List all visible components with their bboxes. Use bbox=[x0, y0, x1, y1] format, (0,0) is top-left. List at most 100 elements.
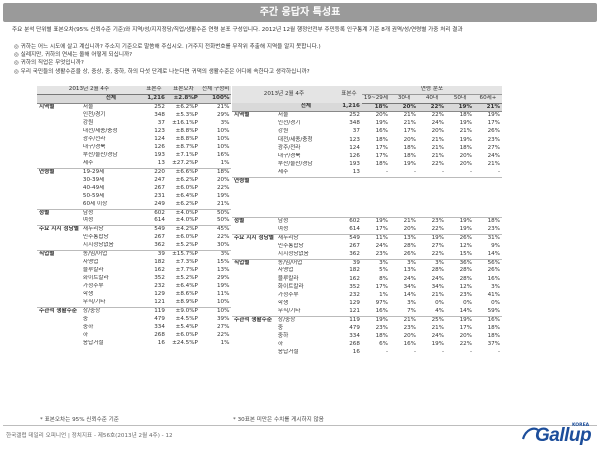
total-label: 전체 bbox=[80, 94, 141, 104]
question-bullet-icon: ◎ bbox=[14, 44, 21, 50]
table-row: 지지정당없음 362 23% 26% 22% 15% 14% bbox=[232, 251, 502, 259]
row-label: 학생 bbox=[82, 291, 94, 298]
table-row bbox=[232, 202, 502, 210]
cell-age-pct: 23% bbox=[487, 226, 500, 233]
cell-age-pct: 26% bbox=[403, 250, 416, 257]
table-row bbox=[232, 210, 502, 218]
cell-age-pct: - bbox=[497, 348, 500, 355]
cell-err: ±4.2%P bbox=[166, 225, 200, 235]
cell-n: 348 bbox=[154, 111, 165, 118]
cell-age-pct: 23% bbox=[459, 291, 472, 298]
cell-age-pct: 17% bbox=[403, 128, 416, 135]
row-label: 인천/경기 bbox=[82, 111, 106, 118]
table-row: 여성 614 17% 20% 22% 19% 23% bbox=[232, 226, 502, 234]
cell-age-pct: 36% bbox=[446, 258, 474, 268]
group-label bbox=[232, 324, 276, 332]
cell-pct: 16% bbox=[217, 152, 230, 158]
cell-age-pct: 17% bbox=[459, 324, 472, 331]
cell-n: 13 bbox=[157, 159, 165, 166]
group-label bbox=[232, 292, 276, 300]
group-label bbox=[37, 299, 81, 307]
cell-age-pct: 24% bbox=[375, 242, 388, 249]
question-bullet-icon: ◎ bbox=[14, 68, 21, 75]
cell-age-pct: - bbox=[441, 348, 444, 355]
cell-n: 549 bbox=[335, 233, 362, 243]
group-label: 직업별 bbox=[37, 249, 81, 259]
cell-pct: 15% bbox=[217, 258, 230, 265]
group-label: 성별 bbox=[37, 208, 81, 218]
table-row: 제주 13 - - - - - bbox=[232, 169, 502, 177]
cell-age-pct bbox=[474, 193, 502, 201]
cell-age-pct: 14% bbox=[459, 307, 472, 314]
table-row: 지역별 서울 252 20% 21% 22% 18% 19% bbox=[232, 111, 502, 121]
total-row: 전체 1,216 18% 20% 22% 19% 21% bbox=[232, 103, 502, 113]
cell-n: 39 bbox=[335, 258, 362, 268]
cell-n: 39 bbox=[140, 249, 167, 259]
group-label bbox=[37, 242, 81, 250]
cell-age-pct: 5% bbox=[379, 267, 388, 274]
row-label: 민주통합당 bbox=[277, 242, 304, 249]
table-row: 주관적 생활수준 상/중상 119 ±9.0%P 10% bbox=[37, 306, 232, 316]
table-row: 민주통합당 267 24% 28% 27% 12% 9% bbox=[232, 243, 502, 251]
table-row: 연령별 bbox=[232, 176, 502, 186]
row-label: 상/중상 bbox=[80, 306, 141, 316]
cell-age-pct: 26% bbox=[487, 128, 500, 135]
cell-age-pct bbox=[390, 210, 418, 218]
row-label: 강원 bbox=[82, 119, 94, 126]
cell-age-pct: 26% bbox=[487, 267, 500, 274]
question-item: ◎ 실례지만, 귀하의 연세는 올해 어떻게 되십니까? bbox=[14, 51, 594, 59]
group-label bbox=[37, 136, 81, 144]
survey-description: 주요 분석 단위별 표본오차(95% 신뢰수준 기준)와 지역/성/지지정당/직… bbox=[12, 27, 463, 33]
cell-err: ±6.0%P bbox=[175, 234, 198, 241]
group-label bbox=[232, 202, 276, 210]
cell-age-pct: 18% bbox=[459, 144, 472, 151]
table-row: 강원 37 16% 17% 20% 21% 26% bbox=[232, 128, 502, 136]
group-label bbox=[232, 120, 276, 128]
question-text: 실례지만, 귀하의 연세는 올해 어떻게 되십니까? bbox=[20, 52, 133, 59]
cell-n: 121 bbox=[154, 299, 165, 306]
cell-pct: 50% bbox=[217, 217, 230, 224]
cell-pct: 10% bbox=[217, 299, 230, 306]
cell-n: 126 bbox=[154, 143, 165, 150]
total-row: 전체 1,216 ±2.8%P 100% bbox=[37, 94, 232, 104]
cell-pct: 29% bbox=[217, 275, 230, 282]
cell-age-pct: 19% bbox=[361, 217, 390, 227]
cell-n bbox=[336, 210, 362, 218]
cell-n: 267 bbox=[154, 234, 165, 241]
cell-age-pct: 19% bbox=[418, 233, 446, 243]
cell-age-pct: - bbox=[441, 168, 444, 175]
cell-age-pct: 27% bbox=[431, 242, 444, 249]
cell-err: ±4.0%P bbox=[175, 217, 198, 224]
cell-age-pct: 22% bbox=[431, 226, 444, 233]
table-row bbox=[232, 185, 502, 193]
table-row: 응답거절 16 ±24.5%P 1% bbox=[37, 340, 231, 348]
cell-pct: 21% bbox=[199, 102, 232, 112]
footer-divider bbox=[3, 425, 597, 426]
n-header: 표본수 bbox=[335, 86, 362, 104]
cell-age-pct: 23% bbox=[403, 324, 416, 331]
cell-age-pct: 19% bbox=[375, 120, 388, 127]
cell-age-pct bbox=[418, 210, 446, 218]
cell-age-pct: 17% bbox=[375, 226, 388, 233]
question-text: 귀하는 어느 시도에 살고 계십니까? 주소지 기준으로 말씀해 주십시오. (… bbox=[20, 44, 321, 50]
cell-age-pct: 24% bbox=[431, 120, 444, 127]
group-label bbox=[37, 128, 81, 136]
cell-n: 119 bbox=[140, 306, 167, 316]
table-row: 대구/경북 126 17% 18% 21% 20% 24% bbox=[232, 153, 502, 161]
cell-n: 247 bbox=[154, 176, 165, 183]
row-label: 상/중상 bbox=[275, 315, 336, 325]
row-label: 강원 bbox=[277, 128, 289, 135]
cell-age-pct: 7% bbox=[407, 307, 416, 314]
period-header: 2013년 2월 4주 bbox=[232, 86, 336, 104]
cell-pct: 11% bbox=[217, 291, 230, 298]
column-header: 전체 구성비 bbox=[199, 86, 232, 95]
group-label bbox=[37, 177, 81, 185]
row-label: 학생 bbox=[277, 299, 289, 306]
row-label: 여성 bbox=[277, 226, 289, 233]
table-row: 민주통합당 267 ±6.0%P 22% bbox=[37, 234, 231, 242]
cell-n: 193 bbox=[154, 152, 165, 158]
group-label: 지역별 bbox=[232, 111, 276, 121]
total-age-pct: 20% bbox=[390, 103, 418, 113]
cell-err: ±6.6%P bbox=[166, 167, 200, 177]
cell-n: 362 bbox=[349, 250, 360, 257]
